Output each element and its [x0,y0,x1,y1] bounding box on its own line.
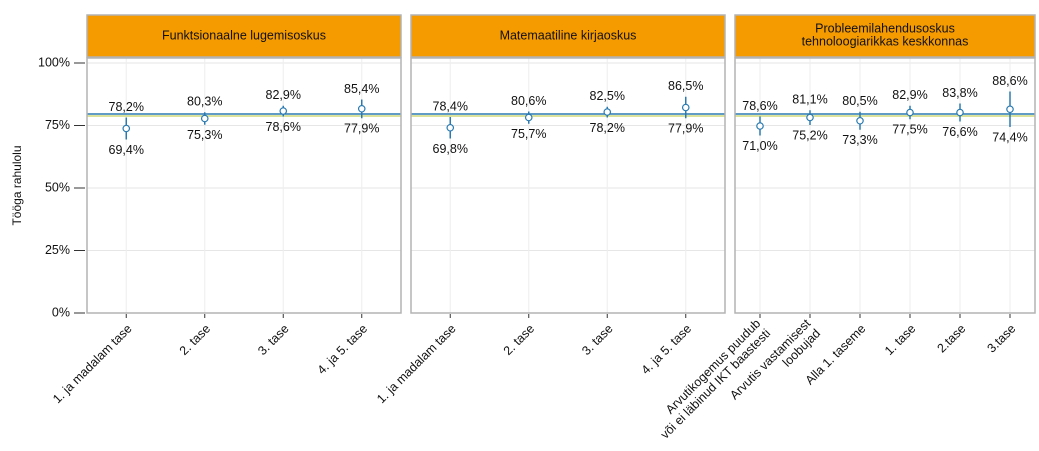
point [856,116,864,125]
upper-label: 78,4% [433,99,468,113]
point [906,108,914,117]
x-tick-label: 4. ja 5. tase [315,322,371,378]
upper-label: 83,8% [942,86,977,100]
upper-label: 86,5% [668,79,703,93]
lower-label: 69,4% [109,143,144,157]
y-axis-title: Tööga rahulolu [10,145,24,225]
lower-label: 78,2% [590,121,625,135]
x-tick-label: 2. tase [501,322,537,358]
panel-bg [87,58,401,313]
point [122,124,131,133]
lower-label: 74,4% [992,130,1027,144]
x-tick-label: 2. tase [177,322,213,358]
point [1006,105,1014,114]
lower-label: 76,6% [942,125,977,139]
x-tick-label: 1. ja madalam tase [50,322,135,407]
panel-border [734,57,1036,314]
panel-bg [735,58,1035,313]
lower-label: 75,2% [792,128,827,142]
panel-border [410,57,726,314]
upper-label: 88,6% [992,74,1027,88]
upper-label: 82,9% [266,88,301,102]
strip-label-line: Probleemilahendusoskus [815,22,955,36]
upper-label: 80,3% [187,95,222,109]
upper-label: 80,6% [511,94,546,108]
point [524,113,533,122]
y-tick-label: 75% [45,118,70,132]
x-tick-label: 2.tase [934,322,968,356]
x-tick-label: 3. tase [255,322,291,358]
lower-label: 77,5% [892,123,927,137]
panel-border [86,57,402,314]
point [681,103,690,112]
y-tick-label: 100% [38,55,70,69]
point [806,113,814,122]
lower-label: 77,9% [668,122,703,136]
upper-label: 82,5% [590,89,625,103]
x-tick-label: 1. ja madalam tase [374,322,459,407]
upper-label: 82,9% [892,88,927,102]
strip-label-line: tehnoloogiarikkas keskkonnas [802,35,969,49]
point [603,108,612,116]
point [200,114,209,123]
x-tick-label: 3. tase [579,322,615,358]
x-tick-label: 4. ja 5. tase [639,322,695,378]
upper-label: 78,2% [109,100,144,114]
lower-label: 71,0% [742,139,777,153]
lower-label: 77,9% [344,122,379,136]
point [279,107,288,115]
y-tick-label: 25% [45,243,70,257]
lower-label: 78,6% [266,120,301,134]
upper-label: 80,5% [842,94,877,108]
upper-label: 85,4% [344,82,379,96]
strip [86,14,402,58]
point [956,108,964,117]
lower-label: 75,3% [187,128,222,142]
y-tick-label: 0% [52,305,70,319]
x-tick-label: 3.tase [984,322,1018,356]
x-tick-label: 1. tase [882,322,918,358]
strip-label: Probleemilahendusoskus tehnoloogiarikkas … [802,22,969,49]
point [357,104,366,113]
y-tick-label: 50% [45,180,70,194]
lower-label: 73,3% [842,133,877,147]
point [756,122,764,130]
upper-label: 78,6% [742,99,777,113]
panel-bg [411,58,725,313]
strip [410,14,726,58]
lower-label: 75,7% [511,127,546,141]
strip-label: Matemaatiline kirjaoskus [500,28,637,42]
strip [734,14,1036,58]
point [446,123,455,132]
upper-label: 81,1% [792,93,827,107]
strip-label: Funktsionaalne lugemisoskus [162,28,326,42]
lower-label: 69,8% [433,142,468,156]
